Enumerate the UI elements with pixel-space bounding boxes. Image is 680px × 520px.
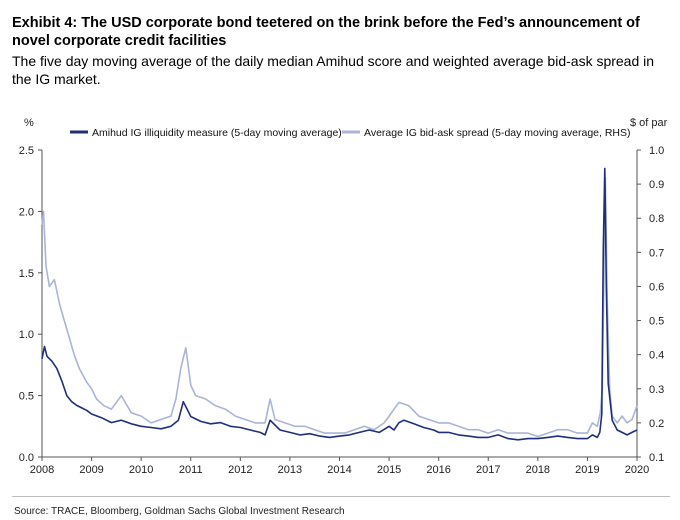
right-tick-label: 0.7	[649, 247, 664, 259]
legend-label-amihud: Amihud IG illiquidity measure (5-day mov…	[92, 127, 342, 139]
x-tick-label: 2013	[278, 464, 302, 476]
left-tick-label: 1.0	[19, 329, 34, 341]
x-tick-label: 2012	[228, 464, 252, 476]
x-tick-label: 2011	[179, 464, 203, 476]
right-tick-label: 0.2	[649, 418, 664, 430]
right-tick-label: 0.9	[649, 179, 664, 191]
x-tick-label: 2019	[575, 464, 599, 476]
right-tick-label: 0.6	[649, 281, 664, 293]
left-tick-label: 0.5	[19, 391, 34, 403]
footer-divider	[12, 496, 670, 497]
left-tick-label: 1.5	[19, 268, 34, 280]
x-tick-label: 2010	[129, 464, 153, 476]
series-line-amihud	[41, 167, 638, 441]
chart-subtitle: The five day moving average of the daily…	[12, 53, 655, 87]
left-tick-label: 2.5	[19, 145, 34, 157]
chart-title: Exhibit 4: The USD corporate bond teeter…	[12, 15, 640, 49]
source-note: Source: TRACE, Bloomberg, Goldman Sachs …	[14, 506, 345, 517]
x-tick-label: 2016	[426, 464, 450, 476]
chart-svg: % $ of par Amihud IG illiquidity measure…	[19, 117, 668, 476]
legend-label-bidask: Average IG bid-ask spread (5-day moving …	[364, 127, 631, 139]
x-tick-label: 2020	[625, 464, 649, 476]
right-tick-label: 0.8	[649, 213, 664, 225]
x-tick-label: 2015	[377, 464, 401, 476]
right-tick-label: 0.4	[649, 350, 664, 362]
series-line-bidask-spread	[41, 176, 638, 438]
right-tick-label: 0.5	[649, 316, 664, 328]
x-tick-label: 2014	[327, 464, 351, 476]
right-tick-label: 0.3	[649, 384, 664, 396]
left-axis-unit: %	[24, 117, 34, 129]
x-tick-label: 2008	[30, 464, 54, 476]
right-axis-unit: $ of par	[630, 117, 668, 129]
left-tick-label: 0.0	[19, 452, 34, 464]
x-tick-label: 2017	[476, 464, 500, 476]
x-tick-label: 2009	[79, 464, 103, 476]
x-tick-label: 2018	[526, 464, 550, 476]
right-tick-label: 0.1	[649, 452, 664, 464]
left-tick-label: 2.0	[19, 206, 34, 218]
right-tick-label: 1.0	[649, 145, 664, 157]
